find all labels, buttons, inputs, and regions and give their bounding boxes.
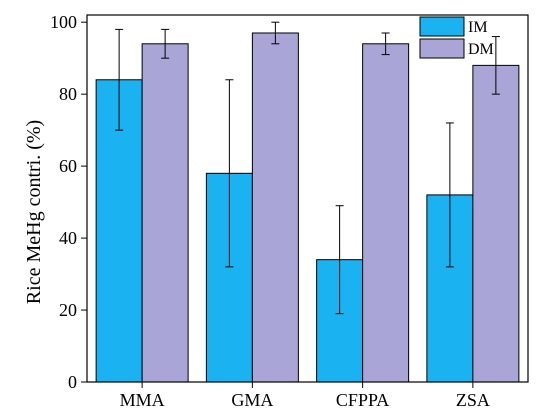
- x-tick-label-gma: GMA: [231, 390, 273, 410]
- y-tick-label-100: 100: [50, 12, 77, 32]
- y-tick-label-40: 40: [59, 228, 77, 248]
- bar-dm-mma: [141, 43, 189, 383]
- legend-swatch-dm: [419, 38, 465, 59]
- y-tick-label-80: 80: [59, 84, 77, 104]
- plot-area: MMA GMA CFPPA ZSA 0 20 40 60 80 100: [50, 12, 529, 410]
- x-tick-label-zsa: ZSA: [456, 390, 490, 410]
- legend-label-im: IM: [468, 19, 488, 36]
- legend-label-dm: DM: [468, 41, 494, 58]
- plot-frame: [86, 14, 529, 383]
- bar-dm-gma: [251, 32, 299, 383]
- legend: IM DM: [419, 16, 494, 59]
- y-tick-label-0: 0: [68, 372, 77, 392]
- legend-swatch-im: [419, 16, 465, 37]
- y-tick-label-60: 60: [59, 156, 77, 176]
- bar-dm-zsa: [472, 64, 520, 383]
- x-tick-label-cfppa: CFPPA: [336, 390, 389, 410]
- y-axis-title: Rice MeHg contri. (%): [23, 120, 45, 304]
- x-tick-label-mma: MMA: [120, 390, 165, 410]
- bar-dm-cfppa: [362, 43, 410, 383]
- y-tick-label-20: 20: [59, 300, 77, 320]
